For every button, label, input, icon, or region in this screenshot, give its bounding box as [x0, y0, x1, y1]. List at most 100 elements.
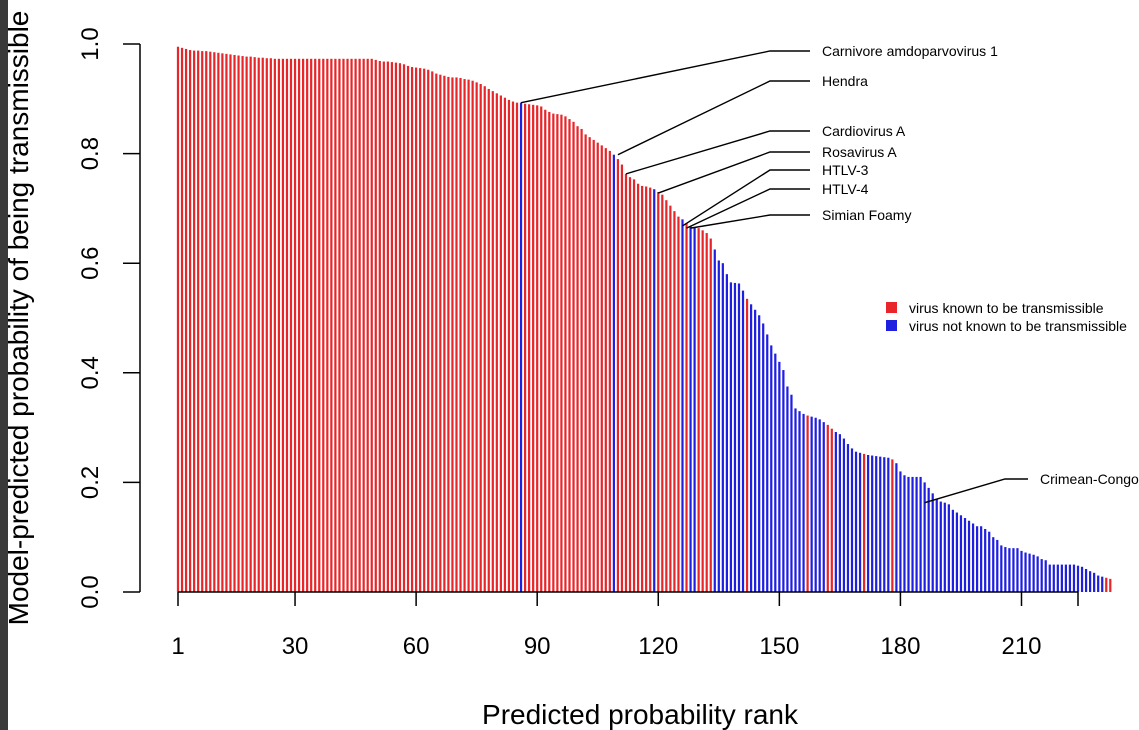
bar [867, 455, 870, 592]
bar [907, 476, 910, 592]
bar [439, 74, 442, 592]
bar [689, 226, 692, 593]
bar [810, 416, 813, 592]
bar [818, 419, 821, 592]
bar [358, 58, 361, 593]
annotation-label: HTLV-3 [822, 162, 869, 178]
bar [665, 200, 668, 592]
bar [697, 228, 700, 592]
bar [822, 422, 825, 592]
bar [1101, 576, 1104, 592]
bar [741, 290, 745, 592]
bar [758, 315, 761, 592]
bar [277, 58, 281, 593]
bar [189, 50, 192, 592]
bar [443, 75, 446, 592]
bars-group [176, 46, 1112, 593]
annotations-group: Carnivore amdoparvovirus 1 Hendra Cardiovi… [520, 43, 1139, 504]
annotation-leader-line [682, 169, 810, 227]
bar [310, 58, 313, 593]
x-axis: 1 30 60 90 120 150 180 210 [171, 591, 1079, 660]
x-tick-label: 210 [1001, 633, 1041, 660]
annotation-label: Cardiovirus A [822, 123, 906, 139]
bar [556, 114, 559, 592]
bar [568, 119, 571, 592]
bar [273, 58, 276, 593]
bar [713, 249, 716, 592]
annotation-label: Crimean-Congo [1040, 471, 1139, 487]
bar [883, 457, 886, 592]
bar [891, 459, 894, 592]
bar [314, 58, 317, 593]
annotation-leader-line [617, 80, 810, 156]
bar [576, 126, 579, 592]
bar [701, 230, 704, 592]
bar [838, 434, 841, 592]
x-tick-label: 60 [403, 633, 430, 660]
bar [1064, 564, 1067, 592]
bar [717, 260, 720, 592]
bar [725, 274, 728, 592]
bar [354, 58, 357, 593]
bar [1084, 568, 1088, 592]
y-tick-label: 0.6 [77, 247, 104, 280]
bar [572, 121, 575, 592]
bar [285, 58, 289, 593]
bar [846, 444, 850, 592]
bar [338, 58, 341, 593]
bar [322, 58, 325, 593]
y-tick-label: 1.0 [77, 27, 104, 60]
y-axis-title: Model-predicted probability of being tra… [3, 11, 34, 626]
bar [366, 58, 369, 593]
left-border-strip [0, 0, 8, 730]
bar [754, 309, 757, 592]
annotation-label: HTLV-4 [822, 181, 869, 197]
bar [814, 417, 817, 592]
bar [1109, 578, 1112, 592]
bar [540, 106, 543, 592]
bar [632, 179, 636, 593]
bar [709, 238, 712, 593]
bar [806, 415, 809, 592]
bar [306, 58, 309, 593]
bar [1068, 564, 1072, 592]
bar [693, 227, 696, 592]
bar [766, 334, 769, 592]
bar [245, 56, 248, 593]
bar [374, 59, 377, 592]
bar [394, 62, 398, 592]
annotation-leader-line [686, 188, 810, 229]
bar [584, 134, 587, 593]
bar [971, 523, 975, 592]
bar [475, 82, 478, 593]
bar [931, 493, 934, 592]
bar [265, 58, 268, 592]
bar [943, 502, 946, 592]
bar [253, 57, 256, 592]
bar [552, 113, 555, 592]
bar [297, 58, 301, 593]
bar [507, 99, 511, 593]
bar [431, 71, 434, 592]
bar [180, 47, 184, 592]
bar [519, 102, 523, 592]
bar [330, 58, 333, 593]
x-axis-title: Predicted probability rank [482, 699, 799, 730]
bar [649, 187, 652, 592]
bar [447, 76, 450, 592]
bar [903, 475, 906, 592]
bar [653, 189, 656, 592]
bar [503, 97, 507, 592]
bar [794, 408, 797, 592]
bar [955, 512, 959, 592]
bar [657, 191, 660, 592]
bar [1044, 560, 1047, 592]
bar [209, 51, 212, 593]
x-tick-label: 1 [171, 633, 184, 660]
bar [984, 528, 987, 592]
bar [233, 54, 236, 592]
bar [895, 463, 898, 592]
bar [249, 56, 252, 593]
bar [705, 233, 708, 592]
bar [798, 411, 801, 592]
